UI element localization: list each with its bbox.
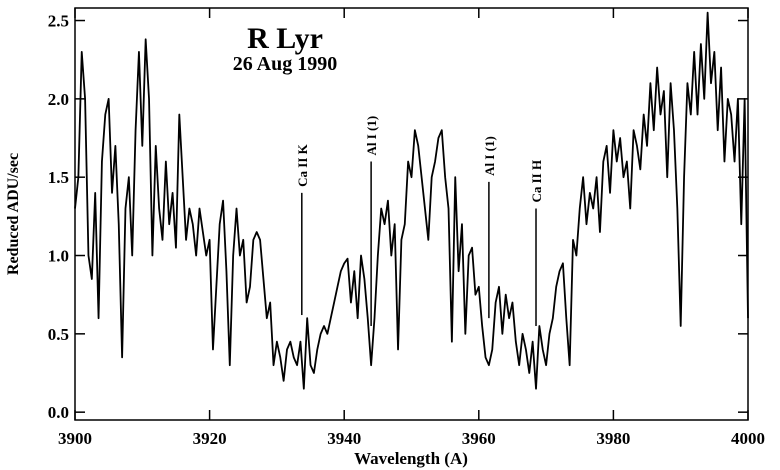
- y-tick-label: 1.0: [48, 247, 69, 266]
- line-marker-label: Ca II K: [295, 143, 310, 187]
- chart-title: R Lyr: [247, 22, 323, 55]
- x-tick-label: 3940: [327, 429, 361, 448]
- x-tick-label: 3960: [462, 429, 496, 448]
- y-tick-label: 0.0: [48, 403, 69, 422]
- y-tick-label: 2.5: [48, 12, 69, 31]
- line-marker-label: Ca II H: [529, 160, 544, 203]
- y-axis-label: Reduced ADU/sec: [5, 153, 22, 275]
- x-axis-label: Wavelength (A): [354, 449, 468, 468]
- chart-subtitle: 26 Aug 1990: [233, 53, 337, 75]
- x-tick-label: 3920: [193, 429, 227, 448]
- line-marker-label: Al I (1): [364, 116, 379, 156]
- x-tick-label: 3900: [58, 429, 92, 448]
- x-tick-label: 4000: [731, 429, 765, 448]
- y-tick-label: 0.5: [48, 325, 69, 344]
- plot-frame: [74, 7, 749, 421]
- y-tick-label: 1.5: [48, 168, 69, 187]
- line-marker-label: Al I (1): [482, 136, 497, 176]
- y-tick-label: 2.0: [48, 90, 69, 109]
- x-tick-label: 3980: [596, 429, 630, 448]
- spectrum-line: [74, 11, 749, 390]
